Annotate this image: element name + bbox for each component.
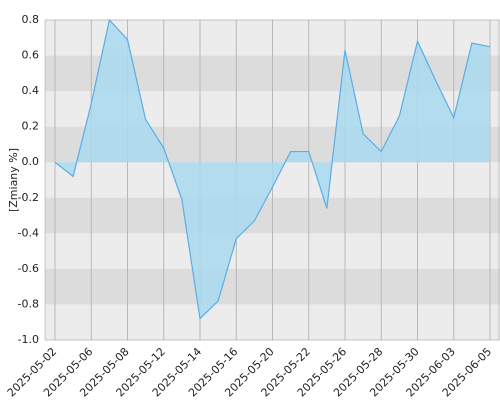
y-tick-label: 0.8: [22, 13, 40, 26]
y-tick-label: 0.4: [22, 84, 40, 97]
area: [55, 20, 490, 319]
line: [54, 18, 491, 320]
y-tick-label: -0.8: [18, 297, 39, 310]
y-axis-label: [Zmiany %]: [7, 148, 20, 212]
plot-frame: [44, 19, 500, 341]
y-tick-label: -0.6: [18, 262, 39, 275]
y-tick-label: 0.6: [22, 49, 40, 62]
y-tick-label: -0.2: [18, 191, 39, 204]
y-tick-label: -1.0: [18, 333, 39, 346]
y-tick-label: 0.0: [22, 155, 40, 168]
y-tick-label: 0.2: [22, 120, 40, 133]
y-tick-label: -0.4: [18, 226, 39, 239]
